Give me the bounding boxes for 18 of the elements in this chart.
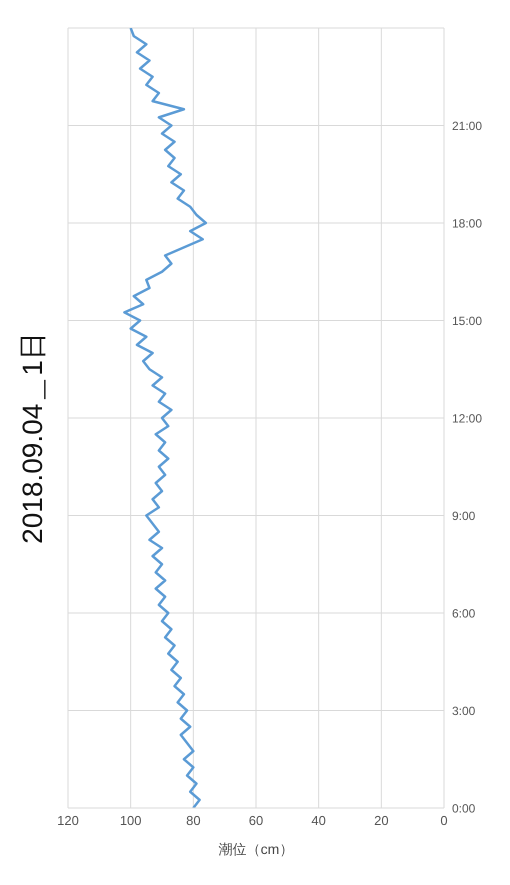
x-tick-label: 0: [440, 813, 448, 828]
y-tick-label: 9:00: [452, 508, 476, 523]
line-series: [123, 28, 208, 808]
x-tick-label: 60: [248, 813, 264, 828]
y-tick-label: 15:00: [452, 314, 482, 328]
y-tick-label: 21:00: [452, 118, 482, 133]
x-tick-label: 100: [120, 813, 142, 828]
text: 2018.09.04＿1日: [16, 331, 49, 546]
x-tick-label: 40: [311, 813, 326, 828]
y-tick-label: 0:00: [452, 801, 476, 816]
x-tick-label: 20: [374, 813, 389, 828]
y-tick-label: 18:00: [452, 216, 482, 230]
y-tick-label: 3:00: [452, 704, 476, 718]
y-tick-label: 12:00: [452, 411, 482, 426]
x-axis-title: 潮位（cm）: [218, 841, 294, 857]
y-tick-label: 6:00: [452, 606, 476, 620]
x-tick-label: 80: [186, 813, 201, 828]
x-tick-label: 120: [57, 813, 79, 828]
